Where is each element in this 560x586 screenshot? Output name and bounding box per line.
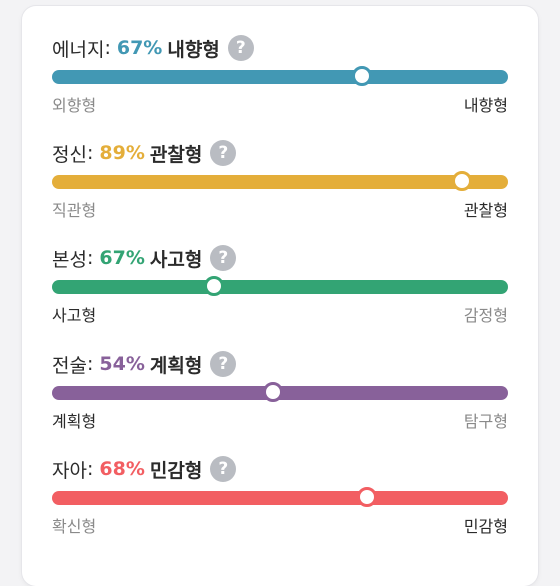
question-circle-icon[interactable]: ? [210,351,237,377]
trait-bar [52,276,508,296]
trait-title: 정신:89% 관찰형 ? [52,139,237,167]
question-circle-icon[interactable]: ? [227,35,254,61]
trait-slider-knob[interactable] [263,382,284,402]
trait-right-label: 감정형 [463,306,508,325]
trait-title: 전술:54% 계획형 ? [52,350,237,378]
trait-type: 사고형 [149,248,203,271]
trait-slider-knob[interactable] [452,171,473,191]
trait-right-label: 탐구형 [463,412,508,431]
trait-name: 전술 [52,354,87,377]
trait-slider-knob[interactable] [352,66,373,86]
trait-type: 계획형 [149,354,203,377]
trait-right-label: 내향형 [463,96,508,115]
trait-left-label: 확신형 [52,517,97,536]
trait-title: 본성:67% 사고형 ? [52,244,237,272]
trait-percent: 67% [99,247,145,269]
trait-type: 민감형 [149,459,203,482]
trait-name: 자아 [52,459,87,482]
question-circle-icon[interactable]: ? [210,140,237,166]
trait-name: 에너지 [52,38,105,61]
trait-right-label: 민감형 [463,517,508,536]
trait-colon: : [86,142,94,164]
trait-left-label: 사고형 [52,306,97,325]
trait-colon: : [104,37,111,59]
trait-percent: 54% [99,353,145,375]
trait-colon: : [86,247,94,269]
trait-left-label: 직관형 [52,201,97,220]
trait-title: 자아:68% 민감형 ? [52,455,237,483]
trait-bar [52,382,508,402]
trait-colon: : [86,458,94,480]
trait-bar [52,487,508,507]
trait-percent: 68% [99,458,145,480]
trait-right-label: 관찰형 [463,201,508,220]
trait-bar [52,66,508,86]
trait-slider-knob[interactable] [203,276,224,296]
trait-left-label: 외향형 [52,96,97,115]
trait-percent: 67% [116,37,163,59]
trait-type: 내향형 [167,38,220,61]
personality-traits-card [22,6,538,586]
trait-slider-knob[interactable] [356,487,377,507]
trait-percent: 89% [99,142,145,164]
trait-type: 관찰형 [149,143,203,166]
question-circle-icon[interactable]: ? [210,456,237,482]
trait-name: 정신 [52,143,87,166]
trait-left-label: 계획형 [52,412,97,431]
trait-name: 본성 [52,248,87,271]
trait-bar [52,171,508,191]
trait-title: 에너지:67% 내향형 ? [52,34,254,62]
trait-colon: : [86,353,94,375]
question-circle-icon[interactable]: ? [210,245,237,271]
